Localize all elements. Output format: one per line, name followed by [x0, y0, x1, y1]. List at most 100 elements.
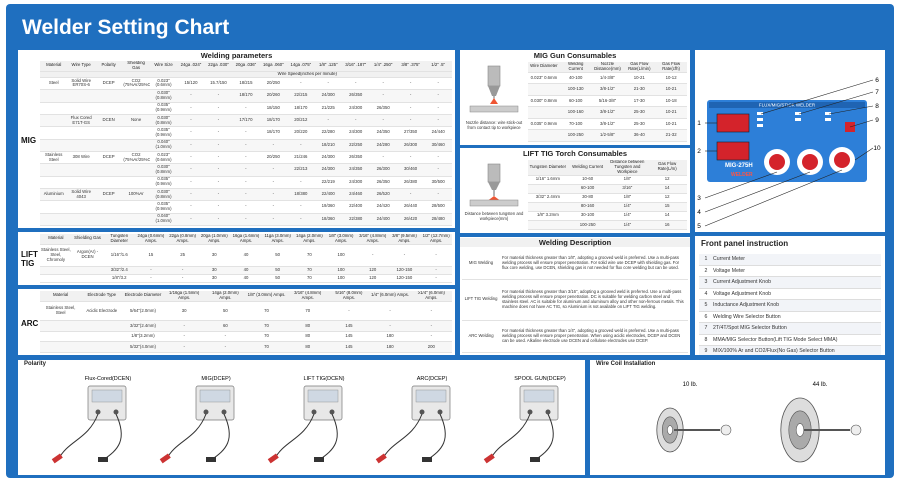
callout-number: 5: [697, 223, 701, 230]
table-cell: [528, 184, 568, 194]
column-header: Gas Flow Rate(cfh): [655, 62, 687, 73]
table-cell: 30: [163, 301, 205, 322]
table-row: Stainless Steel 308 Wire DCEP CO2 (75%Ar/25…: [40, 151, 452, 165]
table-row: 0.035" 0.9mm 70-100 3/8-1/2" 25-30 10-21: [528, 118, 687, 131]
table-cell: 3/32"(2.4mm): [122, 320, 164, 332]
table-cell: 80: [287, 341, 329, 353]
nozzle-drawing: [469, 65, 519, 113]
table-cell: -: [163, 331, 205, 343]
table-cell: 5/32"(4.0mm): [122, 341, 164, 353]
table-cell: -: [388, 244, 421, 267]
table-cell: 18/170: [259, 126, 288, 140]
table-cell: 40: [230, 274, 262, 284]
table-cell: -: [396, 114, 425, 128]
table-row: Flux Cored E71T-GS DCEN None 0.030"(0.8mm) -…: [40, 114, 452, 128]
page-title: Welder Setting Chart: [22, 16, 230, 39]
table-head: Material Wire Type Polarity Shielding Gas Wi…: [40, 61, 452, 78]
table-cell: -: [424, 89, 452, 103]
column-header: 3/8" .375": [396, 61, 425, 72]
table-row: 100-160 3/8-1/2" 25-30 10-21: [528, 106, 687, 119]
column-header: 3/16" (4.8mm) Amps.: [356, 234, 389, 245]
table-cell: -: [204, 200, 233, 214]
header-row: Material Electrode Type Electrode Diameter…: [40, 291, 452, 302]
table-cell: 22/250: [341, 139, 370, 152]
instruction-number: 5: [704, 302, 708, 308]
table-row: 3/32"/2.4- -30 40 50 70 100 120 120-150-: [40, 266, 452, 275]
table-cell: 26/350: [341, 89, 370, 103]
column-header: Wire Diameter: [528, 62, 560, 73]
table-cell: 15: [647, 202, 687, 212]
table-row: 60-100 3/16" 14: [528, 184, 687, 194]
table-cell: [40, 114, 68, 128]
column-header: 20ga .036": [232, 61, 260, 72]
table-cell: [40, 102, 68, 115]
mig-gun-panel: MIG Gun Consumables Nozzle distance: wir…: [460, 50, 690, 145]
table-head: Wire Diameter Welding Current Nozzle Dista…: [528, 62, 687, 73]
polarity-label: MIG(DCEP): [201, 376, 231, 382]
table-cell: -: [424, 102, 452, 115]
table-cell: 70: [245, 320, 288, 332]
column-header: Material: [40, 291, 82, 302]
table-cell: [40, 213, 68, 227]
table-cell: [40, 331, 82, 343]
table-cell: -: [259, 200, 288, 214]
front-panel: Front panel instruction 1 Current Meter 2 V…: [695, 236, 885, 355]
panel-title: Front panel instruction: [701, 239, 789, 248]
table-cell: 25-30: [623, 106, 656, 119]
table-cell: -: [410, 320, 452, 332]
column-header: Material: [40, 61, 68, 72]
table-cell: 20/250: [259, 151, 288, 165]
machine-drawing: FLUX/MIG/STICK WELDER MIG-275H WELDER 1 2…: [697, 77, 881, 230]
table-cell: 3/8-1/2": [591, 118, 624, 131]
table-cell: -: [204, 341, 246, 353]
column-header: Nozzle Distance(mm): [591, 62, 624, 73]
table-cell: 3/32" 2.4mm: [528, 193, 568, 203]
polarity-diagram: [51, 385, 127, 464]
table-cell: 18/170: [287, 102, 315, 115]
table-cell: Stainless Steel, Steel: [40, 301, 82, 322]
table-cell: 20/212: [287, 114, 315, 128]
table-cell: 10-18: [655, 95, 687, 108]
table-cell: -: [232, 151, 260, 165]
table-cell: 70: [293, 274, 326, 284]
table-cell: 16: [647, 220, 687, 231]
table-row: 5/32"(4.0mm) - -70 80 145 180 200: [40, 341, 452, 353]
callout-number: 7: [875, 89, 879, 96]
table-cell: 22/400: [314, 188, 342, 202]
table-cell: None: [122, 114, 150, 128]
table-cell: 145: [328, 341, 370, 353]
instruction-number: 1: [704, 256, 708, 262]
instruction-item: 1 Current Meter: [699, 254, 881, 266]
column-header: 24ga (0.6mm) Amps.: [135, 234, 167, 245]
table-cell: 0.023" 0.6mm: [528, 72, 560, 85]
table-cell: 26/300: [369, 163, 397, 177]
table-cell: -: [341, 77, 370, 91]
table-cell: -: [420, 274, 452, 284]
table-cell: 3/32"/2.4: [103, 266, 136, 275]
table-cell: 40-100: [559, 72, 592, 85]
table-cell: [528, 106, 560, 119]
mig-table: Material Wire Type Polarity Shielding Gas Wi…: [40, 61, 452, 227]
table-cell: 0.040"(1.0mm): [149, 139, 178, 152]
table-cell: 1/8": [607, 193, 648, 203]
panel-title: MIG Gun Consumables: [533, 51, 617, 60]
table-cell: 19/360: [314, 200, 342, 214]
table-cell: [94, 163, 123, 177]
table-cell: 3/8-1/2": [591, 106, 624, 119]
description-row: LIFT TIG Welding For material thickness g…: [462, 279, 688, 321]
table-cell: 25: [166, 244, 199, 267]
table-cell: 120-150: [388, 266, 421, 275]
table-cell: [122, 200, 150, 214]
table-cell: -: [166, 274, 199, 284]
instruction-text: Current Adjustment Knob: [713, 279, 771, 285]
instruction-item: 8 MMA/MIG Selector Button(Lift TIG Mode S…: [699, 335, 881, 346]
callout-number: 2: [697, 148, 701, 155]
table-cell: 100: [325, 266, 357, 275]
table-cell: 0.023"(0.6mm): [149, 77, 178, 91]
table-head: Material Electrode Type Electrode Diameter…: [40, 291, 452, 302]
table-cell: 27/350: [396, 126, 425, 140]
table-cell: [67, 163, 95, 177]
table-cell: -: [204, 102, 233, 115]
table-cell: [528, 129, 560, 142]
table-cell: 10-21: [623, 72, 656, 85]
